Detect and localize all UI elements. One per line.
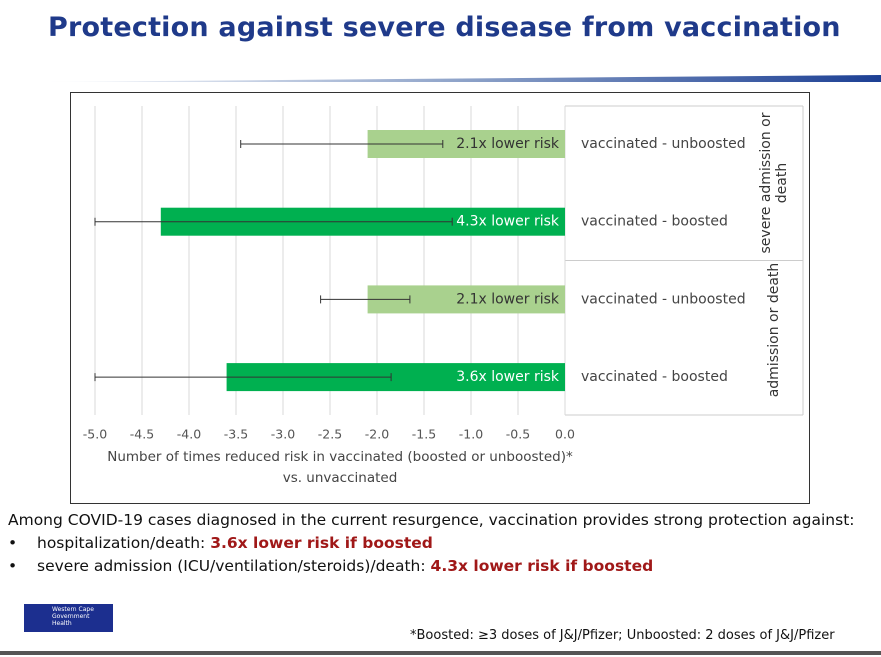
summary-intro: Among COVID-19 cases diagnosed in the cu… xyxy=(8,511,855,529)
x-tick-label: -3.5 xyxy=(224,427,248,442)
bullet-highlight: 3.6x lower risk if boosted xyxy=(210,534,433,552)
category-label: vaccinated - boosted xyxy=(581,369,728,385)
x-tick-label: -4.0 xyxy=(177,427,201,442)
footnote: *Boosted: ≥3 doses of J&J/Pfizer; Unboos… xyxy=(410,628,835,643)
bullet-text: hospitalization/death: xyxy=(37,534,206,552)
x-tick-label: -1.0 xyxy=(459,427,483,442)
x-tick-label: -1.5 xyxy=(412,427,436,442)
x-axis-title: Number of times reduced risk in vaccinat… xyxy=(107,449,573,465)
category-label: vaccinated - unboosted xyxy=(581,291,746,307)
title-rule xyxy=(40,75,881,82)
category-label: vaccinated - boosted xyxy=(581,214,728,230)
x-tick-label: -2.0 xyxy=(365,427,389,442)
x-tick-label: -4.5 xyxy=(130,427,154,442)
logo-text: Western Cape xyxy=(52,606,94,613)
value-label: 2.1x lower risk xyxy=(456,136,560,152)
value-label: 2.1x lower risk xyxy=(456,291,560,307)
chart-frame xyxy=(70,92,810,504)
bullet: • severe admission (ICU/ventilation/stero… xyxy=(8,557,654,575)
x-tick-label: -0.5 xyxy=(506,427,530,442)
value-label: 3.6x lower risk xyxy=(456,369,560,385)
x-axis-title: vs. unvaccinated xyxy=(283,470,398,486)
bullet-highlight: 4.3x lower risk if boosted xyxy=(430,557,654,575)
group-label: severe admission or death xyxy=(758,112,790,254)
value-label: 4.3x lower risk xyxy=(456,214,560,230)
x-tick-label: -3.0 xyxy=(271,427,295,442)
logo-text: Government xyxy=(52,613,90,620)
logo: Western Cape Government Health xyxy=(24,604,113,632)
category-label: vaccinated - unboosted xyxy=(581,136,746,152)
bottom-rule xyxy=(0,651,881,655)
bullet: • hospitalization/death: 3.6x lower risk … xyxy=(8,534,433,552)
x-tick-label: 0.0 xyxy=(555,427,575,442)
x-tick-label: -2.5 xyxy=(318,427,342,442)
chart: -5.0 -4.5 -4.0 -3.5 -3.0 -2.5 -2.0 -1.5 -1.0 -0.5… xyxy=(83,105,804,486)
bullet-text: severe admission (ICU/ventilation/steroi… xyxy=(37,557,426,575)
group-label: admission or death xyxy=(766,262,782,398)
logo-text: Health xyxy=(52,620,72,627)
slide-title: Protection against severe disease from v… xyxy=(48,12,841,43)
x-tick-label: -5.0 xyxy=(83,427,107,442)
